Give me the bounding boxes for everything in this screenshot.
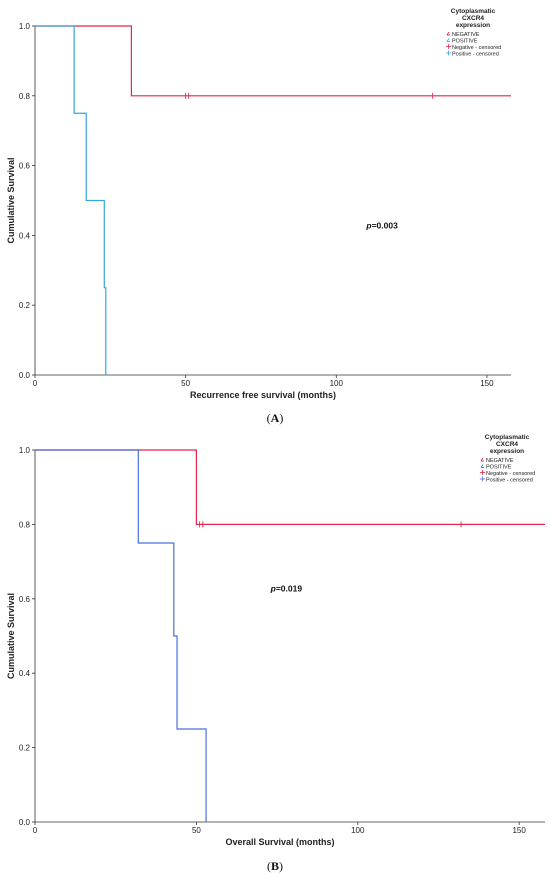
y-tick-label: 0.8: [19, 520, 31, 529]
y-tick-label: 0.0: [19, 818, 31, 827]
y-axis-title: Cumulative Survival: [6, 157, 16, 243]
y-tick-label: 0.4: [19, 669, 31, 678]
y-tick-label: 1.0: [19, 22, 31, 31]
legend-item: NEGATIVE: [452, 32, 480, 38]
panel-label-letter: B: [271, 859, 279, 873]
legend-item: Positive - censored: [452, 52, 499, 58]
chart-panel-a: 0.0 0.2 0.4 0.6 0.8 1.0 0 50 100 150 Recurrence fr…: [6, 8, 511, 425]
legend-item: NEGATIVE: [486, 458, 514, 464]
p-value-number: =0.003: [372, 220, 399, 230]
y-axis-title: Cumulative Survival: [6, 593, 16, 679]
series-line-negative: [35, 25, 511, 97]
y-tick-label: 0.6: [19, 162, 31, 171]
x-tick-label: 50: [192, 826, 201, 835]
panel-label: (B): [267, 859, 283, 873]
x-tick-label: 100: [330, 379, 344, 388]
legend-title-line: CXCR4: [462, 15, 484, 22]
p-value-number: =0.019: [276, 583, 303, 593]
legend-swatch: [446, 38, 450, 42]
p-value-italic: p: [270, 583, 276, 593]
x-axis-title: Recurrence free survival (months): [190, 390, 336, 400]
panel-label-open: (: [267, 859, 271, 873]
legend-title-line: CXCR4: [496, 441, 518, 448]
legend-item: Negative - censored: [452, 45, 501, 51]
legend-swatch: [480, 464, 484, 468]
legend-item: Negative - censored: [486, 471, 535, 477]
legend-title-line: Cytoplasmatic: [451, 8, 496, 15]
x-tick-label: 50: [181, 379, 190, 388]
x-tick-label: 150: [480, 379, 494, 388]
x-tick-label: 100: [351, 826, 365, 835]
panel-label-close: ): [279, 859, 283, 873]
x-tick-label: 150: [512, 826, 526, 835]
panel-label-close: ): [279, 411, 283, 425]
y-tick-label: 0.6: [19, 595, 31, 604]
legend-title-line: expression: [490, 448, 524, 455]
y-tick-label: 0.4: [19, 231, 31, 240]
p-value-label: p=0.019: [270, 583, 303, 593]
panel-label-letter: A: [271, 411, 280, 425]
y-tick-label: 1.0: [19, 446, 31, 455]
series-line-positive: [35, 449, 207, 822]
legend-item: POSITIVE: [486, 465, 512, 471]
legend-title-line: expression: [456, 22, 490, 29]
y-tick-label: 0.2: [19, 744, 31, 753]
panel-label: (A): [267, 411, 284, 425]
x-tick-label: 0: [33, 826, 38, 835]
chart-panel-b: 0.0 0.2 0.4 0.6 0.8 1.0 0 50 100 150 Overall Survi…: [6, 434, 545, 873]
series-line-positive: [35, 25, 107, 375]
legend-title-line: Cytoplasmatic: [485, 434, 530, 441]
legend-item: Positive - censored: [486, 478, 533, 484]
y-tick-label: 0.2: [19, 301, 31, 310]
p-value-label: p=0.003: [365, 220, 398, 230]
series-line-negative: [35, 449, 545, 525]
legend-item: POSITIVE: [452, 39, 478, 45]
p-value-italic: p: [365, 220, 371, 230]
y-tick-label: 0.8: [19, 92, 31, 101]
y-tick-label: 0.0: [19, 371, 31, 380]
legend-swatch: [480, 457, 484, 462]
x-tick-label: 0: [33, 379, 38, 388]
x-axis-title: Overall Survival (months): [225, 837, 334, 847]
legend-swatch: [446, 31, 450, 36]
panel-label-open: (: [267, 411, 271, 425]
